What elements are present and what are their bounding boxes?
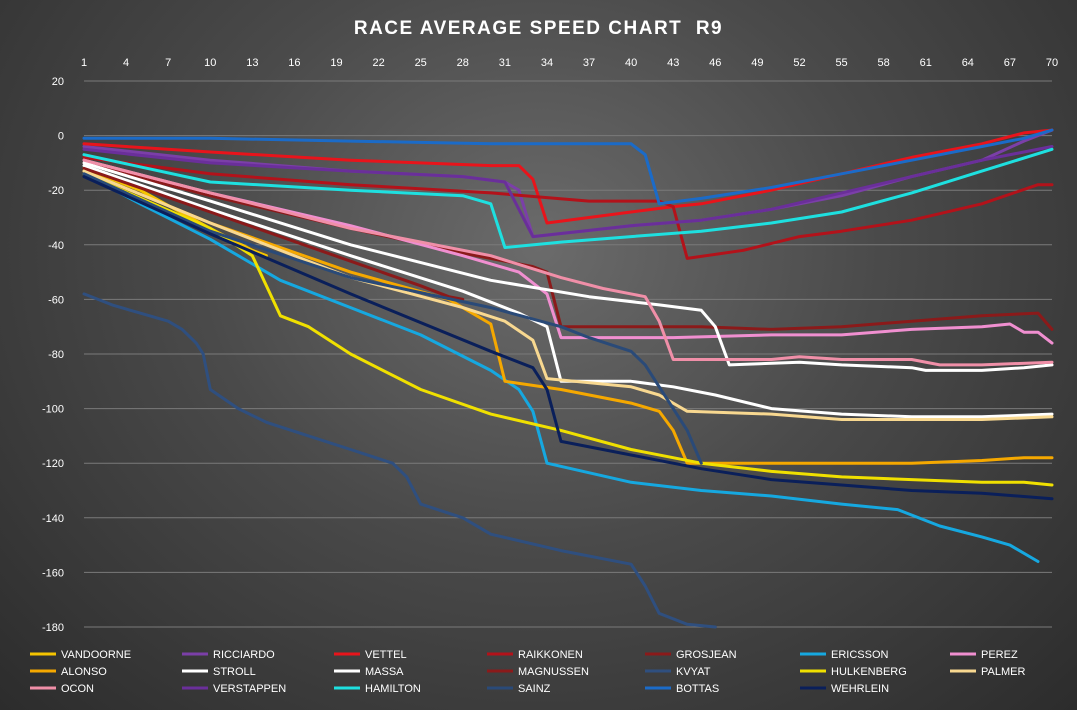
legend-label: VANDOORNE xyxy=(61,649,131,661)
chart-title: RACE AVERAGE SPEED CHART R9 xyxy=(353,18,724,39)
x-tick-label: 49 xyxy=(751,57,763,69)
series-line-magnussen xyxy=(82,166,465,301)
series-line-raikkonen xyxy=(82,155,1054,260)
x-tick-label: 61 xyxy=(920,57,932,69)
legend-label: HULKENBERG xyxy=(831,666,907,678)
legend-label: KVYAT xyxy=(676,666,711,678)
y-tick-label: -60 xyxy=(48,294,64,306)
x-tick-label: 4 xyxy=(123,57,129,69)
x-tick-label: 28 xyxy=(457,57,469,69)
series-line-wehrlein xyxy=(82,175,1054,501)
x-tick-label: 10 xyxy=(204,57,216,69)
y-tick-label: -140 xyxy=(42,513,64,525)
series-line-stroll xyxy=(82,164,1054,419)
series-line-massa xyxy=(82,161,1054,372)
x-tick-label: 19 xyxy=(330,57,342,69)
y-tick-label: 0 xyxy=(58,131,64,143)
series-line-grosjean xyxy=(82,161,1054,331)
y-tick-label: -180 xyxy=(42,622,64,634)
legend-label: SAINZ xyxy=(518,683,551,695)
series-line-bottas xyxy=(82,128,1054,206)
x-tick-label: 7 xyxy=(165,57,171,69)
x-tick-label: 52 xyxy=(793,57,805,69)
legend-label: WEHRLEIN xyxy=(831,683,889,695)
x-tick-label: 67 xyxy=(1004,57,1016,69)
x-tick-label: 34 xyxy=(541,57,553,69)
legend-label: RICCIARDO xyxy=(213,649,275,661)
x-tick-label: 22 xyxy=(372,57,384,69)
legend-label: OCON xyxy=(61,683,94,695)
series-line-vettel xyxy=(82,128,1054,225)
legend-label: RAIKKONEN xyxy=(518,649,583,661)
series-line-hulkenberg xyxy=(82,172,1054,487)
y-tick-label: -40 xyxy=(48,240,64,252)
legend-label: ALONSO xyxy=(61,666,107,678)
y-tick-label: 20 xyxy=(52,76,64,88)
legend-label: GROSJEAN xyxy=(676,649,737,661)
legend-label: PALMER xyxy=(981,666,1025,678)
series-line-palmer xyxy=(82,169,1054,421)
x-tick-label: 37 xyxy=(583,57,595,69)
x-tick-label: 43 xyxy=(667,57,679,69)
x-tick-label: 46 xyxy=(709,57,721,69)
series-line-ericsson xyxy=(82,172,1040,563)
x-tick-label: 58 xyxy=(878,57,890,69)
series-line-hamilton xyxy=(82,147,1054,249)
y-tick-label: -100 xyxy=(42,404,64,416)
y-tick-label: -120 xyxy=(42,458,64,470)
x-tick-label: 1 xyxy=(81,57,87,69)
x-tick-label: 64 xyxy=(962,57,974,69)
series-line-kvyat xyxy=(82,292,717,629)
y-tick-label: -160 xyxy=(42,567,64,579)
x-tick-label: 40 xyxy=(625,57,637,69)
series-line-verstappen xyxy=(82,145,1054,239)
legend-label: VERSTAPPEN xyxy=(213,683,286,695)
y-tick-label: -20 xyxy=(48,185,64,197)
legend-label: VETTEL xyxy=(365,649,407,661)
y-tick-label: -80 xyxy=(48,349,64,361)
x-tick-label: 25 xyxy=(415,57,427,69)
legend-label: MAGNUSSEN xyxy=(518,666,589,678)
x-tick-label: 16 xyxy=(288,57,300,69)
series-line-ocon xyxy=(82,158,1054,367)
legend-label: BOTTAS xyxy=(676,683,719,695)
legend-label: STROLL xyxy=(213,666,256,678)
x-tick-label: 13 xyxy=(246,57,258,69)
x-tick-label: 70 xyxy=(1046,57,1058,69)
legend-label: HAMILTON xyxy=(365,683,421,695)
legend-label: PEREZ xyxy=(981,649,1018,661)
series-line-sainz xyxy=(82,172,703,465)
legend-label: ERICSSON xyxy=(831,649,889,661)
x-tick-label: 55 xyxy=(835,57,847,69)
x-tick-label: 31 xyxy=(499,57,511,69)
legend-label: MASSA xyxy=(365,666,404,678)
